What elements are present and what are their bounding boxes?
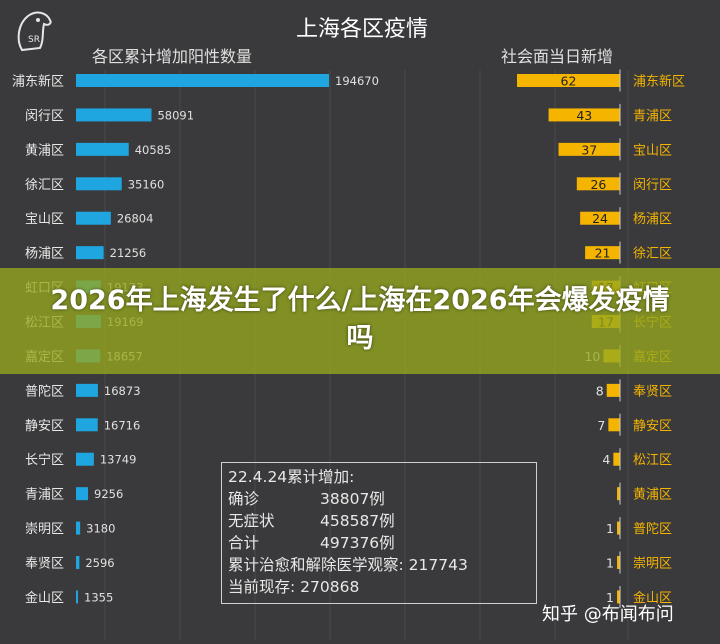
right-category-label: 青浦区 xyxy=(633,109,672,124)
left-category-label: 金山区 xyxy=(25,590,64,606)
right-bar xyxy=(617,487,620,501)
left-category-label: 奉贤区 xyxy=(25,557,64,572)
left-value-label: 2596 xyxy=(85,556,114,570)
left-category-label: 崇明区 xyxy=(25,522,64,537)
left-bar xyxy=(76,246,104,260)
left-category-label: 普陀区 xyxy=(25,383,64,399)
left-category-label: 徐汇区 xyxy=(25,178,64,193)
parrot-logo-icon: SR xyxy=(17,11,52,52)
right-value-label: 37 xyxy=(581,142,597,157)
right-bar xyxy=(558,142,620,156)
left-value-label: 40585 xyxy=(135,143,172,157)
summary-row-asymptomatic: 无症状 458587例 xyxy=(228,510,530,532)
summary-value: 458587例 xyxy=(320,512,395,530)
right-bar xyxy=(608,418,620,432)
left-bar xyxy=(76,177,122,191)
right-value-label: 43 xyxy=(576,108,592,123)
right-bar xyxy=(585,246,620,260)
right-chart-subtitle: 社会面当日新增 xyxy=(501,47,613,66)
summary-box: 22.4.24累计增加: 确诊 38807例 无症状 458587例 合计 49737… xyxy=(221,462,537,604)
summary-row-confirmed: 确诊 38807例 xyxy=(228,488,530,510)
left-category-label: 长宁区 xyxy=(25,452,64,468)
left-value-label: 1355 xyxy=(84,590,113,604)
right-category-label: 黄浦区 xyxy=(633,488,672,503)
right-category-label: 静安区 xyxy=(633,419,672,434)
right-bar xyxy=(580,211,620,225)
summary-recovered: 累计治愈和解除医学观察: 217743 xyxy=(228,556,468,574)
right-value-label: 7 xyxy=(597,418,605,433)
summary-row-total: 合计 497376例 xyxy=(228,532,530,554)
right-value-label: 8 xyxy=(596,383,604,398)
left-bar xyxy=(76,452,94,466)
summary-value: 38807例 xyxy=(320,490,385,508)
left-bar xyxy=(76,383,98,397)
right-value-label: 24 xyxy=(592,211,608,226)
summary-heading: 22.4.24累计增加: xyxy=(228,468,355,486)
left-value-label: 13749 xyxy=(100,453,137,467)
right-category-label: 浦东新区 xyxy=(633,74,685,90)
right-category-label: 闵行区 xyxy=(633,178,672,193)
right-category-label: 金山区 xyxy=(633,590,672,606)
left-category-label: 静安区 xyxy=(25,419,64,434)
left-value-label: 9256 xyxy=(94,487,123,501)
left-bar xyxy=(76,74,329,87)
left-chart-subtitle: 各区累计增加阳性数量 xyxy=(92,47,252,66)
left-value-label: 3180 xyxy=(86,522,115,536)
right-bar xyxy=(617,556,620,570)
right-category-label: 徐汇区 xyxy=(633,247,672,262)
right-value-label: 26 xyxy=(590,177,606,192)
left-value-label: 16716 xyxy=(104,418,141,432)
summary-value: 497376例 xyxy=(320,534,395,552)
left-bar xyxy=(76,487,89,501)
summary-key: 合计 xyxy=(228,534,260,552)
right-bar xyxy=(617,590,620,604)
watermark: 知乎 @布闻布问 xyxy=(542,604,674,625)
right-bar xyxy=(517,74,620,87)
right-category-label: 宝山区 xyxy=(633,143,672,158)
left-category-label: 宝山区 xyxy=(25,212,64,227)
left-value-label: 194670 xyxy=(335,74,379,88)
left-category-label: 黄浦区 xyxy=(25,143,64,158)
chart-title: 上海各区疫情 xyxy=(296,17,428,42)
right-bar xyxy=(606,383,620,397)
left-category-label: 闵行区 xyxy=(25,109,64,124)
left-bar xyxy=(76,108,152,122)
left-value-label: 21256 xyxy=(110,246,147,260)
right-bar xyxy=(613,452,620,466)
left-category-label: 青浦区 xyxy=(25,488,64,503)
left-bar xyxy=(76,418,98,432)
left-bar xyxy=(76,142,129,156)
overlay-title: 2026年上海发生了什么/上海在2026年会爆发疫情吗 xyxy=(50,285,670,354)
right-bar xyxy=(617,521,620,535)
summary-key: 无症状 xyxy=(228,512,275,530)
left-bar xyxy=(76,521,81,535)
right-value-label: 1 xyxy=(606,521,614,536)
right-bar xyxy=(548,108,620,122)
right-category-label: 杨浦区 xyxy=(633,212,672,227)
overlay-banner xyxy=(0,268,720,374)
right-category-label: 松江区 xyxy=(633,453,672,468)
left-value-label: 26804 xyxy=(117,212,154,226)
right-value-label: 1 xyxy=(606,590,614,605)
summary-current: 当前现存: 270868 xyxy=(228,578,360,596)
logo-text: SR xyxy=(28,35,40,45)
right-category-label: 崇明区 xyxy=(633,557,672,572)
left-value-label: 58091 xyxy=(157,108,194,122)
left-category-label: 浦东新区 xyxy=(12,74,64,90)
left-bar xyxy=(76,590,78,604)
left-value-label: 35160 xyxy=(128,177,165,191)
right-value-label: 21 xyxy=(595,246,611,261)
left-value-label: 16873 xyxy=(104,384,141,398)
right-value-label: 4 xyxy=(602,452,610,467)
left-bar xyxy=(76,211,111,225)
right-category-label: 普陀区 xyxy=(633,521,672,537)
right-bar xyxy=(576,177,620,191)
left-bar xyxy=(76,556,80,570)
right-value-label: 1 xyxy=(606,556,614,571)
right-category-label: 奉贤区 xyxy=(633,384,672,399)
left-category-label: 杨浦区 xyxy=(25,247,64,262)
right-value-label: 62 xyxy=(561,74,577,89)
summary-key: 确诊 xyxy=(228,490,260,508)
